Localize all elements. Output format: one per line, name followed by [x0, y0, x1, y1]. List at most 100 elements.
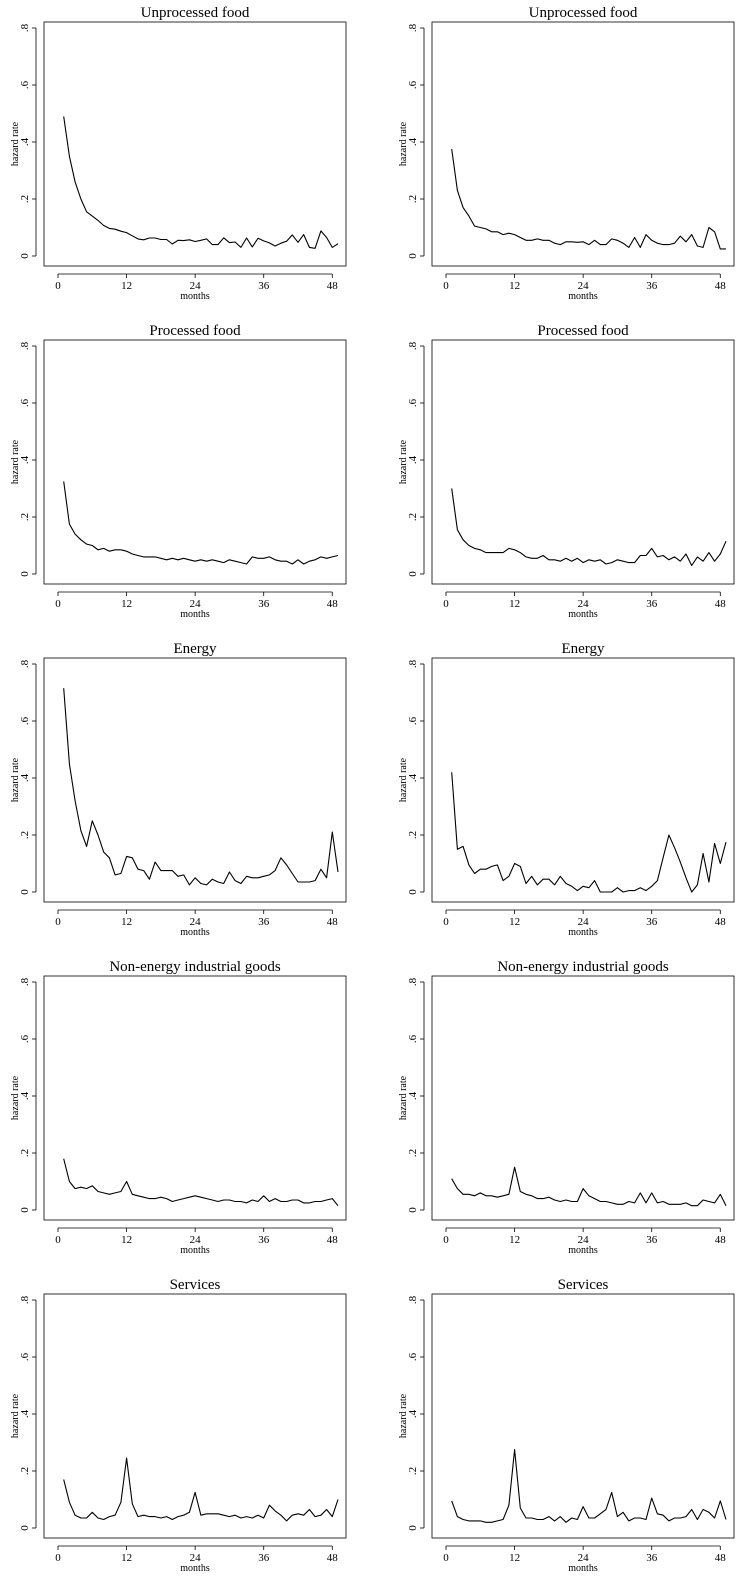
x-tick-label: 48: [327, 1552, 339, 1564]
y-tick-label: .6: [407, 80, 419, 89]
x-tick-label: 48: [327, 280, 339, 292]
y-tick-label: 0: [19, 1525, 31, 1531]
y-tick-label: .6: [19, 716, 31, 725]
x-tick-label: 48: [715, 280, 727, 292]
x-tick-label: 12: [121, 280, 132, 292]
y-axis-label: hazard rate: [10, 439, 21, 484]
y-tick-label: .8: [407, 341, 419, 350]
y-tick-label: .8: [407, 23, 419, 32]
x-tick-label: 0: [443, 916, 449, 928]
x-tick-label: 0: [55, 1234, 61, 1246]
x-tick-label: 24: [190, 1234, 202, 1246]
chart-title: Non-energy industrial goods: [109, 959, 281, 975]
x-tick-label: 36: [258, 598, 270, 610]
plot-frame: [43, 1293, 347, 1539]
x-tick-label: 48: [327, 1234, 339, 1246]
x-axis-label: months: [568, 291, 598, 302]
y-axis-label: hazard rate: [10, 1393, 21, 1438]
y-tick-label: .2: [407, 513, 419, 521]
chart-panel-5: Energy 0 .2 .4 .6 .8 hazard rate 0 12 24 36 48 month…: [10, 641, 347, 938]
chart-title: Services: [558, 1277, 609, 1293]
y-tick-label: .2: [407, 1467, 419, 1475]
chart-title: Energy: [561, 641, 605, 657]
y-tick-label: .4: [407, 773, 419, 782]
y-tick-label: .2: [19, 1467, 31, 1475]
plot-frame: [431, 975, 735, 1221]
y-tick-label: 0: [19, 253, 31, 259]
chart-panel-4: Processed food 0 .2 .4 .6 .8 hazard rate 0 12 24 3…: [398, 323, 735, 620]
chart-title: Unprocessed food: [141, 5, 250, 21]
x-axis-label: months: [568, 609, 598, 620]
x-tick-label: 12: [509, 1552, 520, 1564]
y-tick-label: .8: [19, 23, 31, 32]
x-tick-label: 48: [715, 916, 727, 928]
y-tick-label: .2: [19, 831, 31, 839]
y-tick-label: .6: [407, 398, 419, 407]
x-axis-label: months: [180, 927, 210, 938]
y-axis-label: hazard rate: [10, 757, 21, 802]
x-tick-label: 0: [443, 1552, 449, 1564]
x-tick-label: 24: [190, 916, 202, 928]
y-tick-label: .8: [19, 659, 31, 668]
x-tick-label: 36: [258, 916, 270, 928]
chart-title: Energy: [173, 641, 217, 657]
y-tick-label: 0: [19, 1207, 31, 1213]
chart-panel-6: Energy 0 .2 .4 .6 .8 hazard rate 0 12 24 36 48 month…: [398, 641, 735, 938]
x-tick-label: 48: [327, 598, 339, 610]
y-axis-label: hazard rate: [398, 1075, 409, 1120]
x-axis-label: months: [180, 1563, 210, 1574]
chart-panel-3: Processed food 0 .2 .4 .6 .8 hazard rate 0 12 24 3…: [10, 323, 347, 620]
y-tick-label: 0: [19, 571, 31, 577]
y-tick-label: .6: [19, 1034, 31, 1043]
plot-frame: [43, 657, 347, 903]
x-tick-label: 36: [646, 916, 658, 928]
y-axis-label: hazard rate: [10, 121, 21, 166]
y-tick-label: 0: [407, 1207, 419, 1213]
y-tick-label: .8: [19, 1295, 31, 1304]
chart-title: Services: [170, 1277, 221, 1293]
plot-frame: [431, 21, 735, 267]
y-tick-label: .2: [407, 195, 419, 203]
y-tick-label: .8: [407, 659, 419, 668]
x-tick-label: 0: [443, 598, 449, 610]
y-tick-label: 0: [407, 1525, 419, 1531]
x-tick-label: 48: [715, 598, 727, 610]
x-tick-label: 24: [190, 598, 202, 610]
series-line: [63, 1457, 339, 1522]
x-tick-label: 24: [190, 280, 202, 292]
y-tick-label: 0: [19, 889, 31, 895]
x-tick-label: 24: [190, 1552, 202, 1564]
chart-panel-9: Services 0 .2 .4 .6 .8 hazard rate 0 12 24 36 48 mon…: [10, 1277, 347, 1574]
y-tick-label: .4: [19, 773, 31, 782]
x-tick-label: 12: [121, 598, 132, 610]
y-axis-label: hazard rate: [398, 121, 409, 166]
y-axis-label: hazard rate: [398, 757, 409, 802]
y-tick-label: .6: [19, 80, 31, 89]
y-tick-label: .6: [19, 398, 31, 407]
chart-title: Non-energy industrial goods: [497, 959, 669, 975]
y-tick-label: .8: [407, 977, 419, 986]
chart-panel-1: Unprocessed food 0 .2 .4 .6 .8 hazard rate 0 12 2…: [10, 5, 347, 302]
y-tick-label: .2: [407, 1149, 419, 1157]
x-axis-label: months: [180, 1245, 210, 1256]
y-tick-label: .6: [407, 716, 419, 725]
x-tick-label: 12: [509, 1234, 520, 1246]
x-tick-label: 48: [715, 1552, 727, 1564]
x-tick-label: 36: [646, 280, 658, 292]
series-line: [451, 1449, 727, 1523]
x-tick-label: 36: [258, 280, 270, 292]
y-tick-label: 0: [407, 253, 419, 259]
series-line: [451, 488, 727, 567]
y-tick-label: 0: [407, 889, 419, 895]
y-tick-label: .4: [407, 1409, 419, 1418]
x-tick-label: 36: [258, 1552, 270, 1564]
x-tick-label: 36: [646, 598, 658, 610]
y-tick-label: 0: [407, 571, 419, 577]
y-axis-label: hazard rate: [10, 1075, 21, 1120]
y-tick-label: .2: [19, 195, 31, 203]
y-tick-label: .2: [407, 831, 419, 839]
x-tick-label: 36: [646, 1234, 658, 1246]
x-tick-label: 12: [509, 916, 520, 928]
y-tick-label: .4: [407, 1091, 419, 1100]
